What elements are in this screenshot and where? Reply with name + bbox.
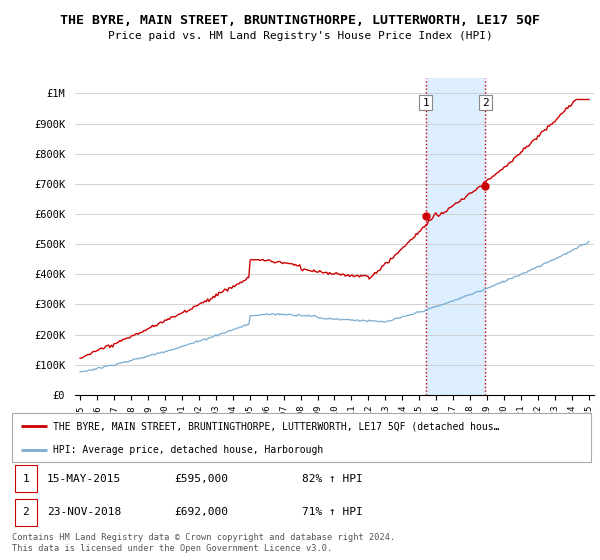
Text: 23-NOV-2018: 23-NOV-2018: [47, 507, 121, 517]
Text: Price paid vs. HM Land Registry's House Price Index (HPI): Price paid vs. HM Land Registry's House …: [107, 31, 493, 41]
Text: 2: 2: [23, 507, 29, 517]
Text: HPI: Average price, detached house, Harborough: HPI: Average price, detached house, Harb…: [53, 445, 323, 455]
Bar: [425, 78, 485, 395]
Text: £692,000: £692,000: [174, 507, 228, 517]
Text: THE BYRE, MAIN STREET, BRUNTINGTHORPE, LUTTERWORTH, LE17 5QF (detached hous…: THE BYRE, MAIN STREET, BRUNTINGTHORPE, L…: [53, 421, 499, 431]
Text: 2: 2: [482, 97, 489, 108]
FancyBboxPatch shape: [12, 413, 591, 462]
Text: 1: 1: [422, 97, 429, 108]
Text: 82% ↑ HPI: 82% ↑ HPI: [302, 474, 362, 484]
Text: Contains HM Land Registry data © Crown copyright and database right 2024.
This d: Contains HM Land Registry data © Crown c…: [12, 533, 395, 553]
Text: £595,000: £595,000: [174, 474, 228, 484]
Text: 15-MAY-2015: 15-MAY-2015: [47, 474, 121, 484]
Text: 1: 1: [23, 474, 29, 484]
FancyBboxPatch shape: [15, 465, 37, 492]
FancyBboxPatch shape: [15, 499, 37, 526]
Text: THE BYRE, MAIN STREET, BRUNTINGTHORPE, LUTTERWORTH, LE17 5QF: THE BYRE, MAIN STREET, BRUNTINGTHORPE, L…: [60, 14, 540, 27]
Text: 71% ↑ HPI: 71% ↑ HPI: [302, 507, 362, 517]
